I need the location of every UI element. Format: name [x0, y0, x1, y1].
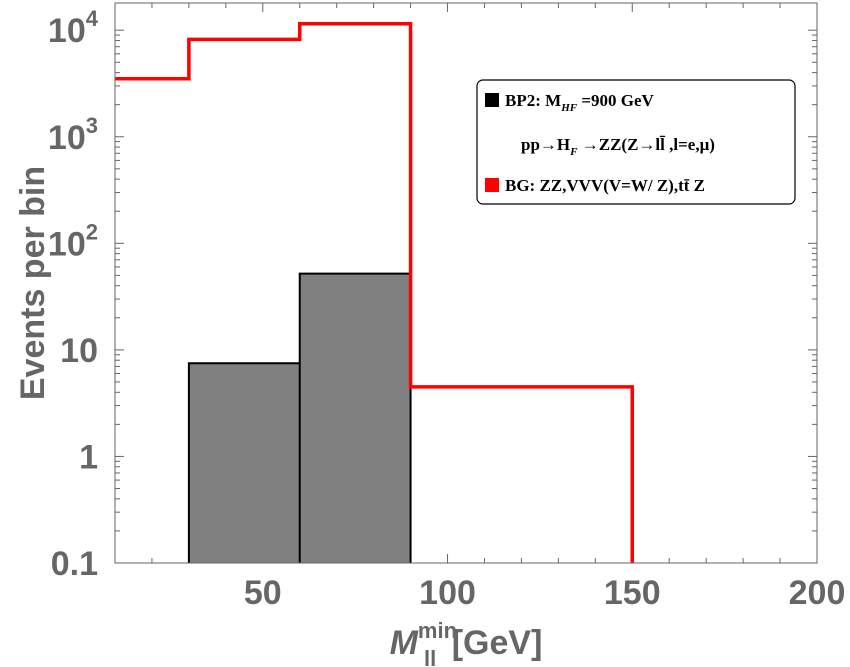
y-tick-label: 10 [60, 332, 98, 370]
legend-items: BP2: MHF =900 GeV pp→HF →ZZ(Z→ll̄ ,l=e,μ)… [485, 91, 715, 195]
legend-box [476, 79, 796, 205]
y-tick-labels: 0.1 1 10 102 103 104 [48, 6, 99, 583]
y-tick-label: 0.1 [51, 545, 98, 583]
legend-entry: BG: ZZ,VVV(V=W/ Z),tt̄ Z [505, 176, 705, 195]
x-axis-label: Mmin ll [GeV] [390, 618, 543, 667]
legend-entry: pp→HF →ZZ(Z→ll̄ ,l=e,μ) [521, 135, 715, 158]
y-tick-label: 104 [48, 6, 99, 50]
x-tick-label: 100 [419, 574, 476, 612]
x-tick-label: 50 [244, 574, 282, 612]
x-tick-label: 200 [789, 574, 846, 612]
x-tick-label: 150 [604, 574, 661, 612]
legend-swatch [485, 93, 499, 107]
series-layer [115, 21, 635, 563]
signal-bar [188, 363, 300, 563]
y-tick-label: 103 [48, 113, 98, 157]
plot-frame [114, 2, 818, 564]
legend-entry: BP2: MHF =900 GeV [505, 91, 655, 114]
y-axis-label: Events per bin [14, 166, 52, 400]
y-tick-label: 102 [48, 219, 98, 263]
legend-swatch [485, 178, 499, 192]
background-step-line [115, 21, 635, 563]
x-tick-labels: 50 100 150 200 [244, 574, 845, 612]
signal-bar [299, 273, 411, 563]
legend: BP2: MHF =900 GeV pp→HF →ZZ(Z→ll̄ ,l=e,μ)… [476, 79, 796, 205]
y-tick-label: 1 [79, 438, 98, 476]
